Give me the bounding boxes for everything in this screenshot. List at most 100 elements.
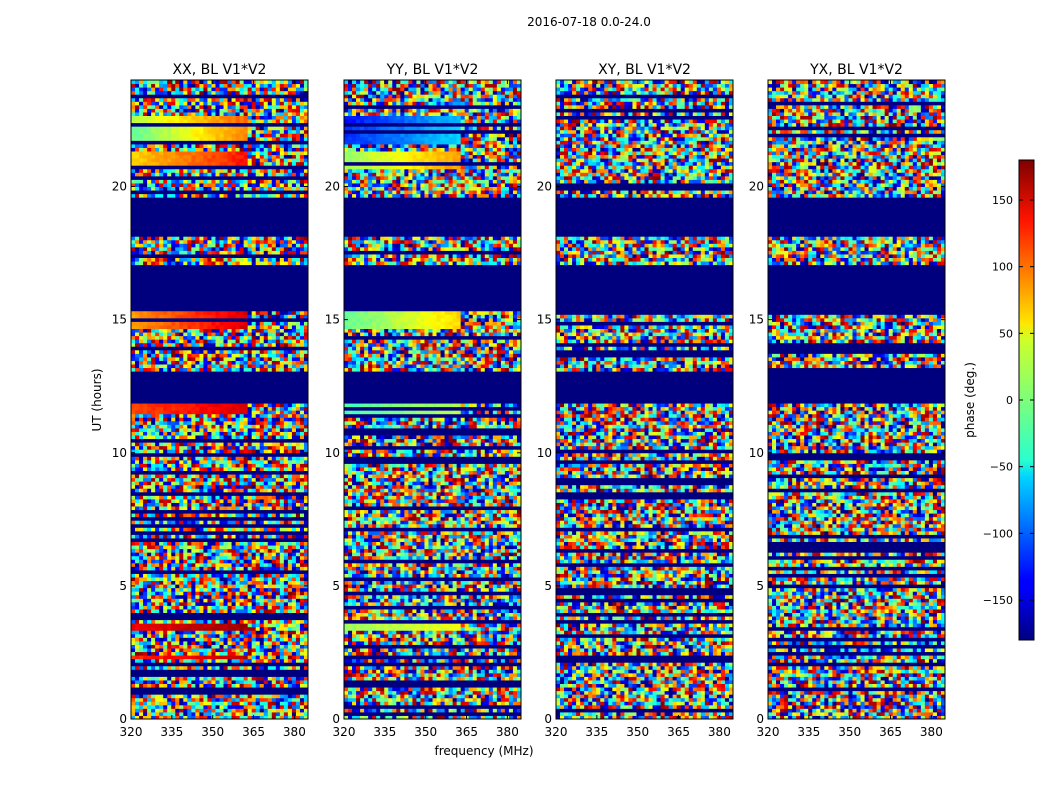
heatmap-cell	[219, 424, 224, 429]
flagged-row	[131, 687, 308, 692]
heatmap-cell	[239, 477, 245, 482]
heatmap-cell	[167, 495, 172, 500]
heatmap-cell	[147, 566, 152, 571]
heatmap-cell	[279, 619, 285, 624]
heatmap-cell	[287, 466, 293, 471]
heatmap-cell	[179, 594, 184, 599]
heatmap-cell	[239, 261, 245, 266]
heatmap-cell	[259, 548, 265, 553]
heatmap-cell	[303, 573, 309, 578]
heatmap-cell	[143, 186, 148, 191]
heatmap-cell	[219, 261, 224, 266]
heatmap-cell	[207, 605, 212, 610]
heatmap-cell	[155, 552, 160, 557]
heatmap-cell	[219, 158, 224, 163]
heatmap-cell	[135, 364, 140, 369]
heatmap-cell	[167, 594, 172, 599]
heatmap-cell	[151, 324, 156, 329]
heatmap-cell	[231, 424, 236, 429]
heatmap-cell	[135, 136, 140, 141]
heatmap-cell	[251, 697, 257, 702]
heatmap-cell	[151, 498, 156, 503]
heatmap-cell	[147, 562, 152, 567]
heatmap-cell	[235, 456, 241, 461]
heatmap-cell	[135, 584, 140, 589]
heatmap-cell	[299, 356, 305, 361]
heatmap-cell	[191, 310, 196, 315]
heatmap-cell	[195, 179, 200, 184]
heatmap-cell	[171, 711, 176, 716]
heatmap-cell	[295, 605, 301, 610]
heatmap-cell	[179, 168, 184, 173]
heatmap-cell	[143, 640, 148, 645]
heatmap-cell	[215, 328, 220, 333]
heatmap-cell	[151, 406, 156, 411]
heatmap-cell	[223, 484, 228, 489]
heatmap-cell	[191, 527, 196, 532]
heatmap-cell	[175, 143, 180, 148]
heatmap-cell	[131, 694, 136, 699]
heatmap-cell	[267, 601, 273, 606]
heatmap-cell	[271, 339, 277, 344]
heatmap-cell	[299, 119, 305, 124]
heatmap-cell	[199, 694, 204, 699]
heatmap-cell	[243, 172, 249, 177]
heatmap-cell	[159, 566, 164, 571]
heatmap-cell	[303, 555, 309, 560]
heatmap-cell	[239, 559, 245, 564]
heatmap-cell	[211, 158, 216, 163]
heatmap-cell	[187, 445, 192, 450]
heatmap-cell	[159, 520, 164, 525]
heatmap-cell	[211, 679, 216, 684]
heatmap-cell	[219, 640, 224, 645]
heatmap-cell	[271, 456, 277, 461]
heatmap-cell	[187, 119, 192, 124]
heatmap-cell	[143, 129, 148, 134]
heatmap-cell	[151, 339, 156, 344]
heatmap-cell	[255, 172, 261, 177]
heatmap-cell	[275, 591, 281, 596]
heatmap-cell	[279, 154, 285, 159]
heatmap-cell	[303, 477, 309, 482]
heatmap-cell	[223, 495, 228, 500]
heatmap-cell	[231, 349, 236, 354]
heatmap-cell	[195, 708, 200, 713]
heatmap-cell	[287, 463, 293, 468]
heatmap-cell	[263, 594, 269, 599]
heatmap-cell	[155, 584, 160, 589]
flagged-row	[131, 381, 308, 386]
heatmap-cell	[243, 431, 249, 436]
heatmap-cell	[199, 715, 204, 720]
heatmap-cell	[171, 314, 176, 319]
heatmap-cell	[279, 456, 285, 461]
heatmap-cell	[279, 651, 285, 656]
heatmap-cell	[155, 711, 160, 716]
heatmap-cell	[131, 126, 136, 131]
heatmap-cell	[167, 708, 172, 713]
heatmap-cell	[263, 250, 269, 255]
heatmap-cell	[135, 594, 140, 599]
heatmap-cell	[171, 129, 176, 134]
heatmap-cell	[199, 679, 204, 684]
heatmap-cell	[179, 459, 184, 464]
heatmap-cell	[263, 644, 269, 649]
heatmap-cell	[235, 410, 241, 415]
heatmap-cell	[235, 364, 241, 369]
heatmap-cell	[299, 708, 305, 713]
heatmap-cell	[263, 630, 269, 635]
heatmap-cell	[179, 488, 184, 493]
heatmap-cell	[147, 417, 152, 422]
heatmap-cell	[271, 261, 277, 266]
heatmap-cell	[223, 626, 228, 631]
heatmap-cell	[215, 129, 220, 134]
heatmap-cell	[271, 151, 277, 156]
heatmap-cell	[159, 481, 164, 486]
heatmap-cell	[295, 623, 301, 628]
heatmap-cell	[243, 640, 249, 645]
heatmap-cell	[287, 545, 293, 550]
heatmap-cell	[227, 527, 232, 532]
heatmap-cell	[243, 637, 249, 642]
heatmap-cell	[215, 466, 220, 471]
heatmap-cell	[267, 708, 273, 713]
heatmap-cell	[131, 179, 136, 184]
